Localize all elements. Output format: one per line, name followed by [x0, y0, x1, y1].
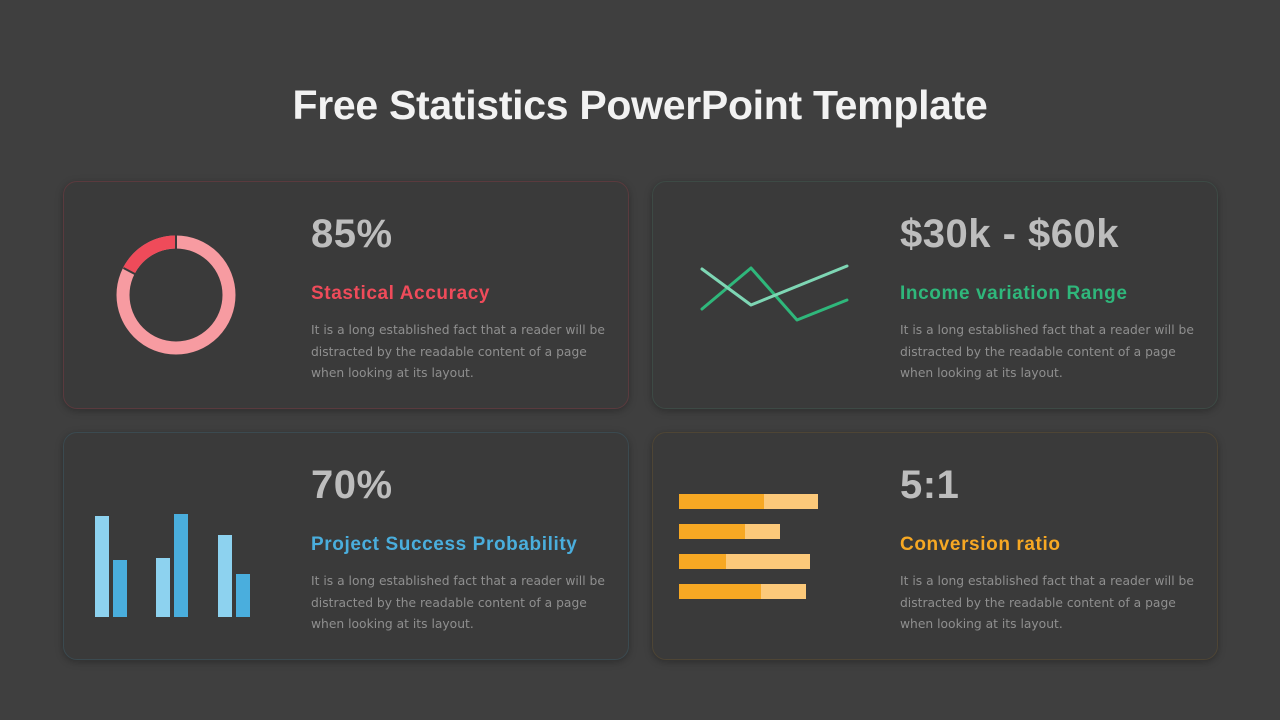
- stat-heading: Project Success Probability: [311, 534, 578, 555]
- stacked-bar-icon: [679, 494, 818, 599]
- page-title: Free Statistics PowerPoint Template: [292, 82, 988, 128]
- stat-description: It is a long established fact that a rea…: [900, 323, 1194, 381]
- stat-description: It is a long established fact that a rea…: [900, 574, 1194, 632]
- stat-description: It is a long established fact that a rea…: [311, 323, 605, 381]
- stat-heading: Income variation Range: [900, 283, 1128, 304]
- stat-heading: Conversion ratio: [900, 534, 1061, 555]
- stat-value: 85%: [311, 212, 393, 256]
- stat-card-accuracy: 85% Stastical Accuracy It is a long esta…: [63, 181, 629, 409]
- stat-value: $30k - $60k: [900, 212, 1120, 256]
- stat-card-success: 70% Project Success Probability It is a …: [63, 432, 629, 660]
- stat-card-conversion: 5:1 Conversion ratio It is a long establ…: [652, 432, 1218, 660]
- stat-value: 70%: [311, 463, 393, 507]
- stat-card-income: $30k - $60k Income variation Range It is…: [652, 181, 1218, 409]
- stat-description: It is a long established fact that a rea…: [311, 574, 605, 632]
- stat-heading: Stastical Accuracy: [311, 283, 491, 304]
- stat-value: 5:1: [900, 463, 960, 507]
- bar-chart-icon: [95, 514, 250, 617]
- donut-chart-icon: [116, 235, 236, 355]
- line-chart-icon: [700, 264, 849, 322]
